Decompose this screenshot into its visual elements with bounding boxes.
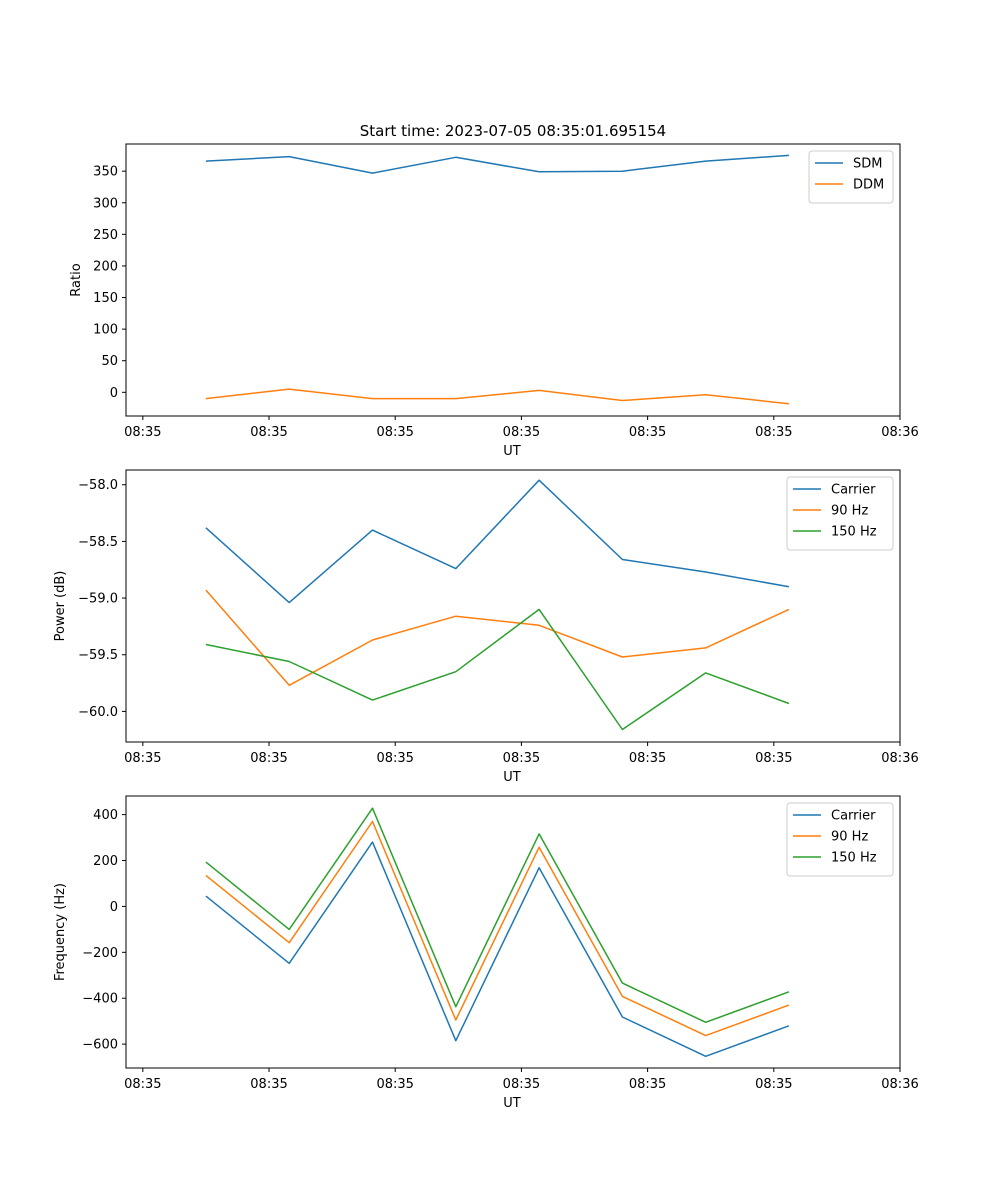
legend-label: 90 Hz xyxy=(831,830,868,845)
y-tick-label: 200 xyxy=(93,259,118,274)
axes-panel-2: 08:35 08:35 08:35 08:35 08:35 08:35 08:36 −60.0… xyxy=(53,469,919,785)
y-tick-label: −59.0 xyxy=(78,592,118,607)
x-tick-label: 08:35 xyxy=(629,1077,666,1092)
legend-label: DDM xyxy=(853,178,884,193)
x-tick-label: 08:35 xyxy=(376,425,413,440)
axes-frame xyxy=(125,469,901,743)
series-line-ddm xyxy=(205,388,789,405)
series-line-90-hz xyxy=(205,820,790,1037)
legend-box xyxy=(808,150,894,204)
y-axis-label: Frequency (Hz) xyxy=(53,883,68,981)
axes-panel-1: 08:35 08:35 08:35 08:35 08:35 08:35 08:36 0 50 10… xyxy=(69,143,919,459)
x-tick-label: 08:35 xyxy=(376,751,413,766)
y-axis-label: Power (dB) xyxy=(53,571,68,642)
series-line-90-hz xyxy=(205,589,790,687)
x-tick-label: 08:35 xyxy=(755,425,792,440)
x-tick-label: 08:35 xyxy=(124,425,161,440)
x-tick-label: 08:35 xyxy=(629,751,666,766)
y-tick-label: 50 xyxy=(101,354,118,369)
y-tick-label: 0 xyxy=(110,386,118,401)
series-line-150-hz xyxy=(205,807,790,1024)
axes-container: 08:35 08:35 08:35 08:35 08:35 08:35 08:36 0 50 10… xyxy=(53,143,919,1111)
x-tick-label: 08:35 xyxy=(503,1077,540,1092)
y-tick-label: −60.0 xyxy=(78,705,118,720)
legend-label: 150 Hz xyxy=(831,525,877,540)
legend-label: Carrier xyxy=(831,809,876,824)
x-tick-label: 08:35 xyxy=(124,751,161,766)
x-axis-label: UT xyxy=(503,444,521,459)
axes-panel-3: 08:35 08:35 08:35 08:35 08:35 08:35 08:36 −600 −… xyxy=(53,795,919,1111)
legend-label: Carrier xyxy=(831,483,876,498)
x-tick-label: 08:35 xyxy=(503,751,540,766)
y-axis-label: Ratio xyxy=(69,263,84,296)
x-tick-label: 08:36 xyxy=(881,425,918,440)
series-line-carrier xyxy=(205,841,790,1058)
chart-title: Start time: 2023-07-05 08:35:01.695154 xyxy=(360,122,666,140)
y-tick-label: −200 xyxy=(82,946,118,961)
series-line-150-hz xyxy=(205,608,790,731)
y-tick-label: 100 xyxy=(93,323,118,338)
x-tick-label: 08:35 xyxy=(376,1077,413,1092)
y-tick-label: 250 xyxy=(93,228,118,243)
x-tick-label: 08:35 xyxy=(124,1077,161,1092)
y-tick-label: 150 xyxy=(93,291,118,306)
y-tick-label: 350 xyxy=(93,165,118,180)
x-tick-label: 08:35 xyxy=(250,425,287,440)
legend-label: 90 Hz xyxy=(831,504,868,519)
y-tick-label: −59.5 xyxy=(78,648,118,663)
x-tick-label: 08:35 xyxy=(503,425,540,440)
x-axis-label: UT xyxy=(503,770,521,785)
y-tick-label: −58.0 xyxy=(78,478,118,493)
legend-label: SDM xyxy=(853,157,882,172)
y-tick-label: 400 xyxy=(93,808,118,823)
x-tick-label: 08:35 xyxy=(629,425,666,440)
x-tick-label: 08:35 xyxy=(250,751,287,766)
y-tick-label: 0 xyxy=(110,900,118,915)
y-tick-label: −400 xyxy=(82,992,118,1007)
y-tick-label: −58.5 xyxy=(78,535,118,550)
x-tick-label: 08:35 xyxy=(755,751,792,766)
x-tick-label: 08:36 xyxy=(881,751,918,766)
legend: Carrier 90 Hz 150 Hz xyxy=(786,802,894,877)
y-tick-label: −600 xyxy=(82,1038,118,1053)
axes-frame xyxy=(125,143,901,417)
x-axis-label: UT xyxy=(503,1096,521,1111)
legend-label: 150 Hz xyxy=(831,851,877,866)
axes-frame xyxy=(125,795,901,1069)
legend: Carrier 90 Hz 150 Hz xyxy=(786,476,894,551)
legend: SDM DDM xyxy=(808,150,894,204)
x-tick-label: 08:36 xyxy=(881,1077,918,1092)
series-line-carrier xyxy=(205,479,790,604)
series-line-sdm xyxy=(205,154,789,174)
x-tick-label: 08:35 xyxy=(250,1077,287,1092)
y-tick-label: 200 xyxy=(93,854,118,869)
x-tick-label: 08:35 xyxy=(755,1077,792,1092)
y-tick-label: 300 xyxy=(93,196,118,211)
